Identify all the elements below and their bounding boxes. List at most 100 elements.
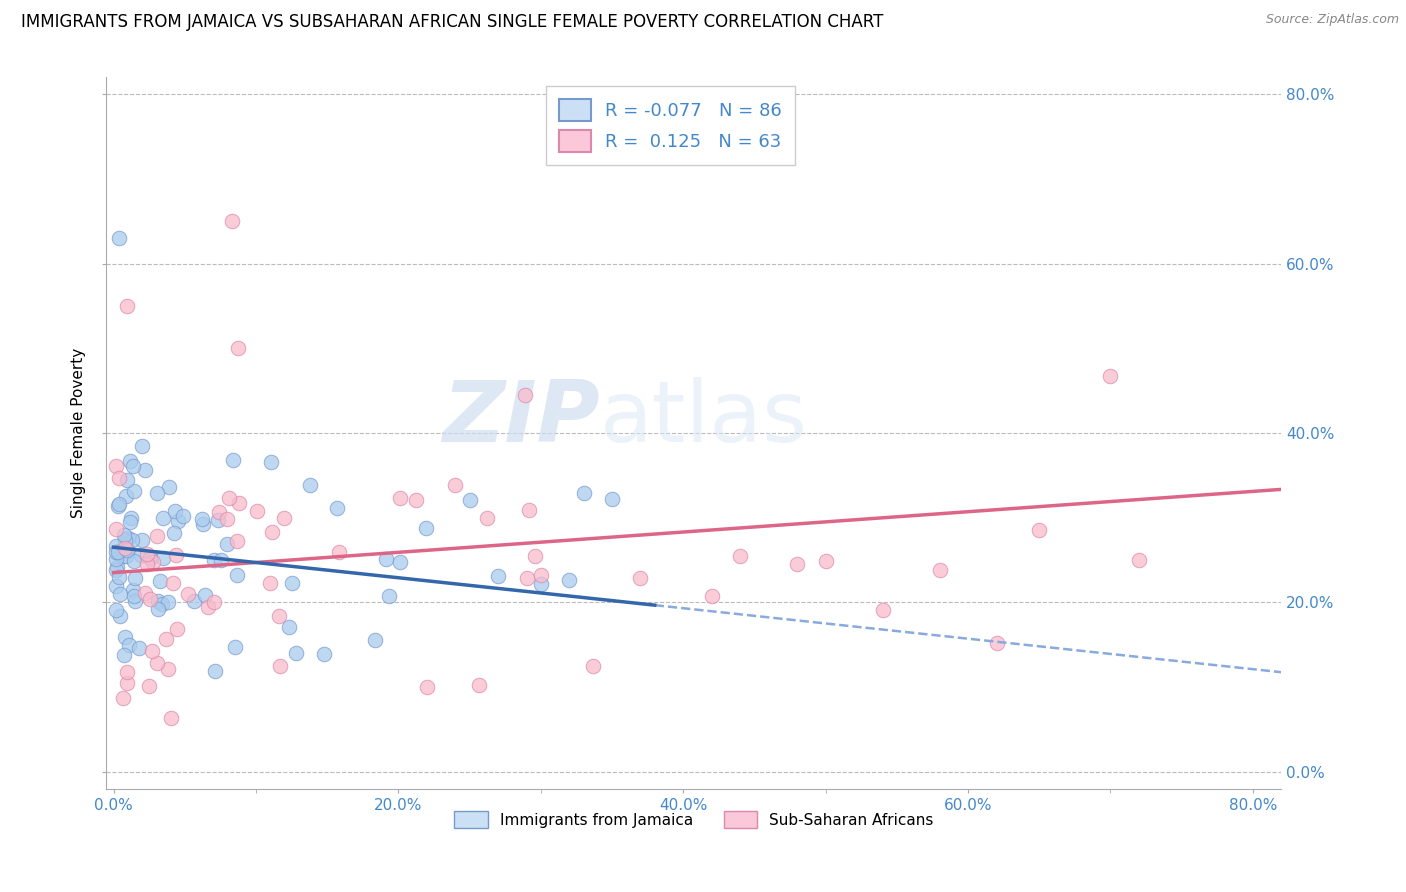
Text: ZIP: ZIP (443, 377, 600, 460)
Point (118, 454, 141, 468)
Point (138, 679, 160, 693)
Point (475, 511, 498, 525)
Point (122, 459, 145, 474)
Point (872, 603, 894, 617)
Point (166, 623, 188, 637)
Point (228, 496, 250, 510)
Point (115, 665, 138, 679)
Point (1099, 368, 1122, 383)
Point (267, 608, 290, 623)
Point (209, 553, 232, 567)
Point (191, 516, 214, 531)
Point (145, 528, 167, 542)
Point (218, 491, 240, 505)
Point (172, 508, 194, 523)
Point (558, 573, 581, 587)
Point (114, 541, 136, 555)
Point (285, 646, 308, 660)
Point (114, 533, 136, 548)
Point (260, 455, 283, 469)
Point (157, 480, 180, 494)
Point (519, 503, 541, 517)
Point (139, 551, 162, 566)
Point (124, 571, 146, 585)
Text: atlas: atlas (600, 377, 808, 460)
Point (142, 555, 165, 569)
Point (105, 539, 128, 553)
Point (134, 462, 156, 476)
Point (443, 478, 465, 492)
Point (148, 594, 170, 608)
Point (928, 563, 950, 577)
Point (114, 630, 136, 644)
Point (630, 571, 652, 585)
Point (224, 640, 246, 654)
Point (183, 594, 205, 608)
Point (105, 579, 128, 593)
Point (202, 595, 225, 609)
Point (108, 471, 131, 485)
Point (513, 388, 536, 402)
Point (389, 491, 412, 505)
Point (105, 552, 128, 566)
Point (165, 548, 187, 562)
Point (124, 554, 146, 568)
Point (135, 558, 157, 572)
Point (416, 680, 439, 694)
Point (165, 504, 187, 518)
Point (108, 609, 131, 624)
Point (194, 588, 217, 602)
Point (112, 528, 135, 542)
Point (530, 568, 553, 582)
Point (221, 214, 243, 228)
Point (115, 542, 138, 557)
Point (111, 690, 134, 705)
Point (135, 547, 157, 561)
Point (105, 458, 128, 473)
Point (207, 513, 229, 527)
Point (108, 231, 131, 245)
Point (167, 514, 190, 528)
Point (122, 484, 145, 499)
Point (405, 493, 427, 508)
Point (117, 531, 139, 545)
Point (162, 576, 184, 591)
Point (120, 511, 142, 525)
Point (245, 503, 267, 517)
Point (217, 536, 239, 550)
Point (486, 569, 509, 583)
Point (177, 587, 200, 601)
Point (298, 477, 321, 491)
Point (131, 439, 153, 453)
Point (986, 636, 1008, 650)
Point (363, 633, 385, 648)
Point (1128, 552, 1150, 566)
Point (530, 577, 553, 591)
Point (814, 554, 837, 568)
Point (700, 589, 723, 603)
Point (281, 575, 304, 590)
Point (118, 515, 141, 529)
Point (115, 473, 138, 487)
Point (523, 549, 546, 563)
Point (516, 572, 538, 586)
Point (110, 587, 132, 601)
Point (388, 556, 411, 570)
Point (122, 582, 145, 597)
Point (378, 589, 401, 603)
Point (115, 676, 138, 690)
Y-axis label: Single Female Poverty: Single Female Poverty (72, 348, 86, 518)
Point (260, 524, 283, 539)
Point (105, 559, 128, 574)
Point (105, 603, 128, 617)
Point (312, 647, 335, 661)
Point (115, 299, 138, 313)
Point (139, 592, 162, 607)
Point (112, 648, 135, 662)
Point (118, 638, 141, 652)
Point (152, 550, 174, 565)
Point (225, 568, 247, 582)
Point (222, 452, 245, 467)
Point (131, 533, 153, 548)
Point (582, 659, 605, 673)
